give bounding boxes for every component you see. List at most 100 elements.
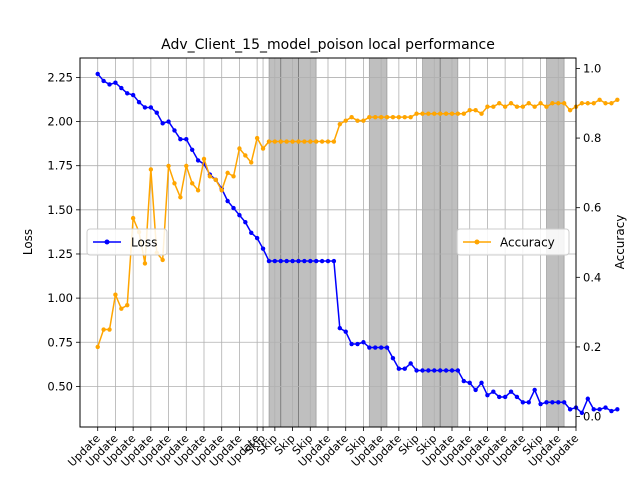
series-point-accuracy-79 <box>561 101 567 106</box>
series-point-accuracy-39 <box>325 139 331 144</box>
series-point-accuracy-23 <box>231 174 236 179</box>
series-point-loss-83 <box>585 396 591 401</box>
series-point-accuracy-33 <box>290 139 295 144</box>
y-left-tick-label-0: 0.50 <box>47 379 73 393</box>
series-point-loss-75 <box>538 401 543 407</box>
series-point-accuracy-2 <box>107 327 112 332</box>
y-axis-left-label: Loss <box>21 229 35 255</box>
series-point-loss-35 <box>302 258 307 264</box>
series-point-accuracy-84 <box>591 101 596 106</box>
series-point-loss-31 <box>278 258 283 264</box>
series-point-accuracy-4 <box>119 306 124 311</box>
series-point-accuracy-60 <box>449 111 455 116</box>
series-point-loss-52 <box>402 366 407 371</box>
series-point-accuracy-40 <box>331 139 337 144</box>
series-point-loss-29 <box>266 258 272 264</box>
series-point-accuracy-45 <box>361 118 366 123</box>
series-point-loss-41 <box>337 325 343 331</box>
series-point-loss-70 <box>508 389 514 394</box>
series-point-loss-27 <box>254 235 260 241</box>
series-point-loss-59 <box>443 368 449 373</box>
series-point-loss-57 <box>432 368 437 373</box>
series-point-accuracy-70 <box>508 101 514 106</box>
y-right-tick-label-0: 0.0 <box>583 410 601 424</box>
series-point-loss-76 <box>544 400 549 405</box>
series-point-loss-45 <box>361 340 366 345</box>
series-point-loss-67 <box>491 389 496 394</box>
series-point-loss-60 <box>449 368 455 373</box>
series-point-accuracy-55 <box>420 111 425 116</box>
series-point-loss-4 <box>119 85 124 91</box>
series-point-accuracy-49 <box>384 114 390 120</box>
series-point-loss-11 <box>160 121 165 126</box>
series-point-accuracy-3 <box>113 292 118 297</box>
series-point-accuracy-76 <box>544 104 549 109</box>
series-point-loss-88 <box>615 407 620 412</box>
series-point-loss-32 <box>284 258 289 264</box>
series-line-accuracy <box>96 98 618 348</box>
series-point-loss-54 <box>414 368 419 373</box>
series-point-accuracy-66 <box>485 104 490 109</box>
series-point-loss-25 <box>243 219 248 225</box>
series-point-loss-33 <box>290 258 295 264</box>
series-point-loss-87 <box>609 408 614 414</box>
series-point-accuracy-80 <box>567 108 573 113</box>
y-axis-right: 0.0 0.2 0.4 0.6 0.8 1.0 <box>576 61 601 424</box>
series-point-accuracy-9 <box>148 167 154 172</box>
series-point-loss-80 <box>567 407 573 412</box>
series-point-loss-50 <box>390 355 396 361</box>
y-left-tick-label-4: 1.50 <box>47 203 73 217</box>
series-point-accuracy-21 <box>219 188 224 193</box>
series-point-accuracy-72 <box>520 104 526 109</box>
series-point-loss-30 <box>272 258 278 264</box>
series-point-accuracy-11 <box>160 257 165 263</box>
series-point-accuracy-83 <box>585 101 591 106</box>
series-point-accuracy-20 <box>213 177 219 183</box>
y-left-tick-label-5: 1.75 <box>47 159 73 173</box>
y-left-tick-label-1: 0.75 <box>47 335 73 349</box>
series-point-loss-66 <box>485 393 490 398</box>
y-left-tick-label-7: 2.25 <box>47 70 73 84</box>
y-right-tick-label-5: 1.0 <box>583 61 601 75</box>
series-point-accuracy-69 <box>502 104 508 109</box>
series-point-loss-53 <box>408 361 413 366</box>
series-point-accuracy-27 <box>254 135 260 141</box>
series-point-loss-14 <box>178 137 183 142</box>
series-point-accuracy-68 <box>497 101 502 106</box>
series-point-loss-74 <box>532 387 537 393</box>
legend-loss: Loss <box>86 228 168 256</box>
series-point-accuracy-50 <box>390 114 396 120</box>
series-point-loss-48 <box>378 345 384 350</box>
series-point-accuracy-37 <box>313 139 319 144</box>
legend-loss-marker <box>104 239 110 245</box>
series-point-accuracy-64 <box>473 108 478 113</box>
series-point-accuracy-47 <box>373 114 378 120</box>
series-point-accuracy-74 <box>532 104 537 109</box>
series-point-loss-56 <box>426 368 431 373</box>
series-point-accuracy-19 <box>207 174 213 179</box>
series-point-accuracy-75 <box>538 101 543 106</box>
series-point-accuracy-46 <box>367 114 372 120</box>
series-point-accuracy-12 <box>166 163 171 169</box>
series-point-accuracy-18 <box>201 156 207 162</box>
series-point-loss-51 <box>396 366 402 371</box>
series-point-loss-37 <box>313 258 319 264</box>
series-point-accuracy-61 <box>455 111 461 116</box>
series-point-loss-62 <box>461 378 467 384</box>
series-point-accuracy-77 <box>550 101 555 106</box>
series-point-accuracy-35 <box>302 139 307 144</box>
series-point-loss-5 <box>125 91 130 96</box>
series-point-loss-6 <box>130 92 136 98</box>
skip-region-3 <box>368 57 388 428</box>
series-point-accuracy-34 <box>296 139 301 144</box>
series-point-loss-36 <box>308 258 313 264</box>
series-point-loss-16 <box>189 147 195 153</box>
series-point-loss-3 <box>113 80 118 85</box>
y-axis-left: 0.50 0.75 1.00 1.25 1.50 1.75 2.00 2.25 <box>47 70 80 393</box>
series-point-accuracy-17 <box>195 188 201 193</box>
series-point-accuracy-38 <box>319 139 325 144</box>
series-point-loss-28 <box>260 246 266 251</box>
series-point-loss-72 <box>520 400 526 405</box>
series-point-loss-12 <box>166 119 171 124</box>
